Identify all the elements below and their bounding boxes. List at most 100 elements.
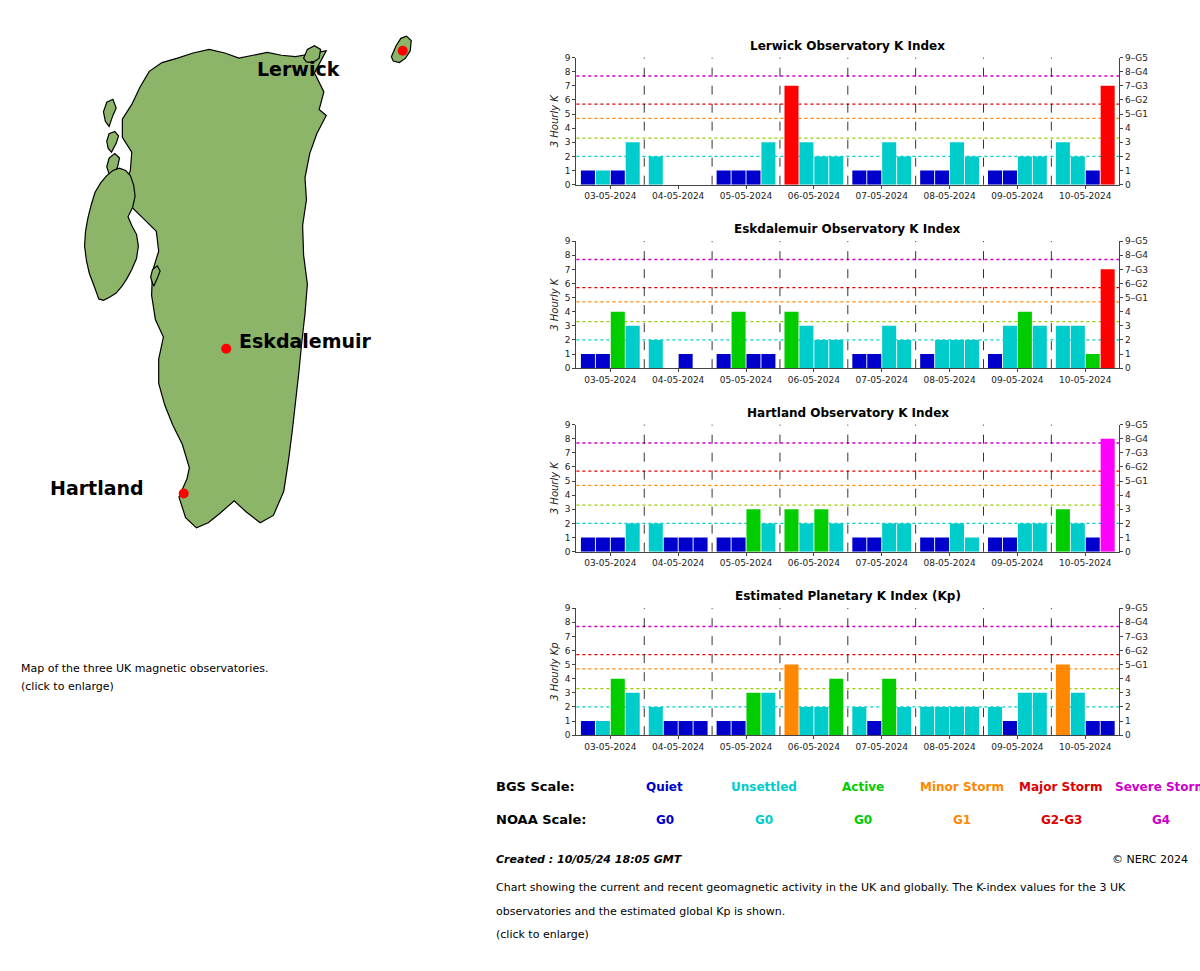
svg-text:Map of the three UK magnetic o: Map of the three UK magnetic observatori… xyxy=(21,662,268,675)
svg-text:7–G3: 7–G3 xyxy=(1125,265,1148,275)
svg-text:Quiet: Quiet xyxy=(646,780,683,794)
svg-text:9–G5: 9–G5 xyxy=(1125,236,1148,246)
svg-text:Unsettled: Unsettled xyxy=(731,780,797,794)
svg-text:6: 6 xyxy=(565,95,571,105)
svg-text:Lerwick: Lerwick xyxy=(257,58,340,80)
svg-text:09-05-2024: 09-05-2024 xyxy=(991,191,1044,201)
svg-text:6–G2: 6–G2 xyxy=(1125,646,1148,656)
svg-text:G2-G3: G2-G3 xyxy=(1041,813,1082,827)
svg-text:07-05-2024: 07-05-2024 xyxy=(856,742,909,752)
svg-text:G0: G0 xyxy=(854,813,872,827)
svg-text:8–G4: 8–G4 xyxy=(1125,67,1148,77)
svg-text:Hartland: Hartland xyxy=(50,477,144,499)
svg-text:Created : 10/05/24 18:05 GMT: Created : 10/05/24 18:05 GMT xyxy=(496,853,683,866)
svg-text:0: 0 xyxy=(1125,547,1131,557)
svg-text:1: 1 xyxy=(1125,166,1131,176)
svg-text:3: 3 xyxy=(1125,137,1131,147)
svg-text:5: 5 xyxy=(565,293,571,303)
svg-text:6: 6 xyxy=(565,462,571,472)
svg-text:4: 4 xyxy=(1125,123,1131,133)
svg-text:04-05-2024: 04-05-2024 xyxy=(652,558,705,568)
svg-text:06-05-2024: 06-05-2024 xyxy=(788,375,841,385)
svg-text:2: 2 xyxy=(565,335,571,345)
svg-text:5–G1: 5–G1 xyxy=(1125,660,1148,670)
svg-text:3: 3 xyxy=(565,137,571,147)
svg-text:8: 8 xyxy=(565,67,571,77)
svg-text:06-05-2024: 06-05-2024 xyxy=(788,191,841,201)
svg-text:09-05-2024: 09-05-2024 xyxy=(991,742,1044,752)
svg-text:2: 2 xyxy=(1125,335,1131,345)
svg-text:9: 9 xyxy=(565,603,571,613)
svg-text:Severe Storm: Severe Storm xyxy=(1115,780,1200,794)
svg-text:BGS Scale:: BGS Scale: xyxy=(496,779,575,794)
svg-text:G4: G4 xyxy=(1152,813,1170,827)
svg-text:2: 2 xyxy=(565,152,571,162)
svg-text:04-05-2024: 04-05-2024 xyxy=(652,375,705,385)
svg-text:4: 4 xyxy=(565,123,571,133)
svg-text:9: 9 xyxy=(565,53,571,63)
svg-text:Eskdalemuir: Eskdalemuir xyxy=(239,330,372,352)
svg-text:G0: G0 xyxy=(755,813,773,827)
svg-text:4: 4 xyxy=(565,307,571,317)
svg-text:© NERC 2024: © NERC 2024 xyxy=(1112,853,1188,866)
svg-text:3 Hourly K: 3 Hourly K xyxy=(549,461,560,515)
svg-text:0: 0 xyxy=(1125,730,1131,740)
svg-text:8: 8 xyxy=(565,434,571,444)
svg-text:07-05-2024: 07-05-2024 xyxy=(856,191,909,201)
svg-text:9–G5: 9–G5 xyxy=(1125,603,1148,613)
svg-text:3: 3 xyxy=(565,321,571,331)
svg-text:4: 4 xyxy=(1125,490,1131,500)
svg-text:9: 9 xyxy=(565,420,571,430)
svg-text:0: 0 xyxy=(565,730,571,740)
svg-text:0: 0 xyxy=(1125,180,1131,190)
svg-text:10-05-2024: 10-05-2024 xyxy=(1059,558,1112,568)
svg-text:(click to enlarge): (click to enlarge) xyxy=(21,680,114,693)
svg-text:0: 0 xyxy=(565,547,571,557)
svg-text:3: 3 xyxy=(565,688,571,698)
svg-text:6: 6 xyxy=(565,646,571,656)
svg-text:4: 4 xyxy=(565,674,571,684)
svg-text:9–G5: 9–G5 xyxy=(1125,420,1148,430)
svg-text:8–G4: 8–G4 xyxy=(1125,250,1148,260)
svg-text:1: 1 xyxy=(1125,349,1131,359)
svg-text:Eskdalemuir Observatory K Inde: Eskdalemuir Observatory K Index xyxy=(734,222,961,236)
svg-text:Chart showing the current and: Chart showing the current and recent geo… xyxy=(496,881,1126,894)
svg-text:Estimated Planetary K Index (K: Estimated Planetary K Index (Kp) xyxy=(735,589,961,603)
svg-text:Major Storm: Major Storm xyxy=(1019,780,1103,794)
svg-text:3 Hourly K: 3 Hourly K xyxy=(549,277,560,331)
svg-text:0: 0 xyxy=(565,363,571,373)
svg-text:6–G2: 6–G2 xyxy=(1125,279,1148,289)
svg-text:5–G1: 5–G1 xyxy=(1125,293,1148,303)
svg-text:9–G5: 9–G5 xyxy=(1125,53,1148,63)
svg-text:Hartland Observatory K Index: Hartland Observatory K Index xyxy=(747,406,949,420)
svg-text:4: 4 xyxy=(1125,674,1131,684)
svg-text:04-05-2024: 04-05-2024 xyxy=(652,742,705,752)
svg-text:5: 5 xyxy=(565,660,571,670)
svg-text:05-05-2024: 05-05-2024 xyxy=(720,558,773,568)
svg-text:2: 2 xyxy=(565,702,571,712)
svg-text:05-05-2024: 05-05-2024 xyxy=(720,742,773,752)
svg-text:3: 3 xyxy=(1125,504,1131,514)
svg-text:10-05-2024: 10-05-2024 xyxy=(1059,191,1112,201)
svg-text:08-05-2024: 08-05-2024 xyxy=(923,191,976,201)
svg-text:5: 5 xyxy=(565,109,571,119)
svg-text:5–G1: 5–G1 xyxy=(1125,476,1148,486)
svg-text:8: 8 xyxy=(565,250,571,260)
svg-text:(click to enlarge): (click to enlarge) xyxy=(496,928,589,941)
svg-text:Lerwick Observatory K Index: Lerwick Observatory K Index xyxy=(750,39,945,53)
svg-text:3: 3 xyxy=(565,504,571,514)
svg-text:6: 6 xyxy=(565,279,571,289)
svg-text:08-05-2024: 08-05-2024 xyxy=(923,558,976,568)
svg-text:03-05-2024: 03-05-2024 xyxy=(584,191,637,201)
svg-text:1: 1 xyxy=(565,166,571,176)
svg-text:5: 5 xyxy=(565,476,571,486)
svg-text:08-05-2024: 08-05-2024 xyxy=(923,375,976,385)
svg-text:7: 7 xyxy=(565,632,571,642)
svg-text:06-05-2024: 06-05-2024 xyxy=(788,742,841,752)
svg-text:3: 3 xyxy=(1125,688,1131,698)
svg-text:08-05-2024: 08-05-2024 xyxy=(923,742,976,752)
svg-text:09-05-2024: 09-05-2024 xyxy=(991,375,1044,385)
svg-text:05-05-2024: 05-05-2024 xyxy=(720,191,773,201)
svg-text:2: 2 xyxy=(1125,152,1131,162)
svg-text:6–G2: 6–G2 xyxy=(1125,95,1148,105)
